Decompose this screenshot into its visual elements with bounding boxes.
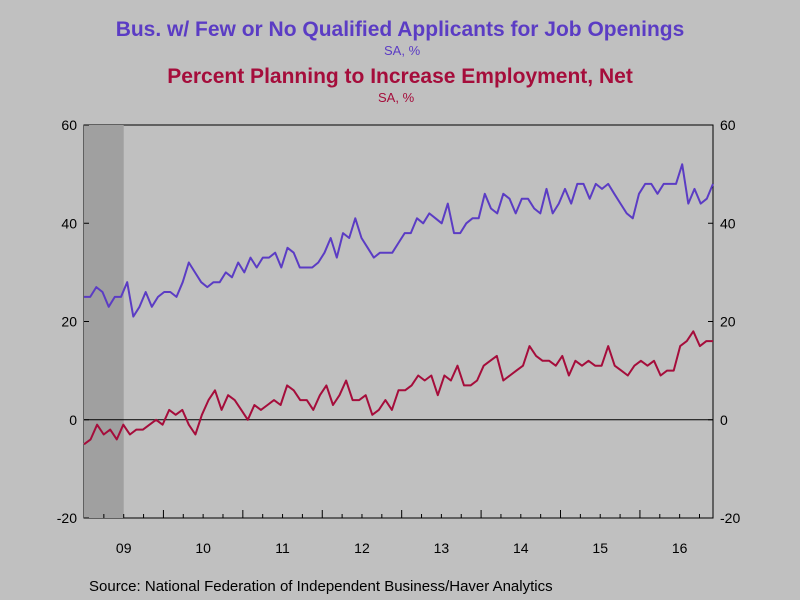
x-tick-label: 13 bbox=[434, 540, 450, 556]
y-tick-label-right: 40 bbox=[720, 215, 736, 231]
y-tick-label-left: 40 bbox=[61, 215, 77, 231]
y-tick-label-right: 60 bbox=[720, 117, 736, 133]
source-note: Source: National Federation of Independe… bbox=[89, 578, 553, 595]
chart-title: Bus. w/ Few or No Qualified Applicants f… bbox=[115, 18, 685, 41]
chart-title-unit: SA, % bbox=[384, 43, 421, 58]
x-tick-label: 16 bbox=[672, 540, 688, 556]
y-tick-label-left: 20 bbox=[61, 314, 77, 330]
recession-band bbox=[84, 125, 124, 518]
x-tick-label: 15 bbox=[592, 540, 608, 556]
series-line-qualified-applicants bbox=[84, 163, 714, 318]
x-tick-label: 09 bbox=[116, 540, 132, 556]
chart-subtitle: Percent Planning to Increase Employment,… bbox=[167, 65, 633, 88]
y-tick-label-right: 0 bbox=[720, 412, 728, 428]
y-tick-label-left: 0 bbox=[69, 412, 77, 428]
x-tick-label: 10 bbox=[195, 540, 211, 556]
y-tick-label-left: -20 bbox=[57, 510, 77, 526]
plot-area bbox=[83, 124, 714, 519]
x-tick-label: 12 bbox=[354, 540, 370, 556]
y-tick-label-right: -20 bbox=[720, 510, 740, 526]
y-tick-label-right: 20 bbox=[720, 314, 736, 330]
y-tick-label-left: 60 bbox=[61, 117, 77, 133]
series-line-increase-employment bbox=[83, 330, 713, 446]
x-tick-label: 14 bbox=[513, 540, 529, 556]
chart-subtitle-unit: SA, % bbox=[378, 90, 415, 105]
x-tick-label: 11 bbox=[275, 540, 290, 556]
